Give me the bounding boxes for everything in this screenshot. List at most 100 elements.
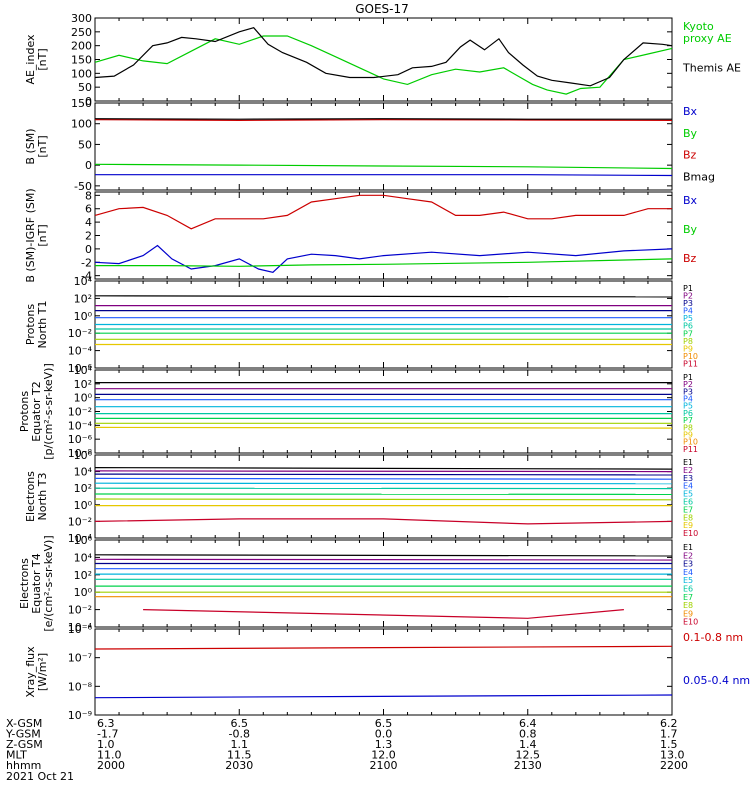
footer-row-label: Z-GSM xyxy=(6,738,43,751)
footer-value: 12.0 xyxy=(371,749,396,762)
y-tick-label: 0 xyxy=(85,95,92,108)
y-tick-label: 10⁻⁷ xyxy=(68,652,92,665)
series-line xyxy=(94,482,673,485)
y-tick-label: 10⁻⁴ xyxy=(68,621,93,634)
y-axis-label: Protons xyxy=(18,391,31,432)
y-tick-label: 10⁰ xyxy=(74,392,93,405)
y-tick-label: 200 xyxy=(71,40,92,53)
legend-label: E7 xyxy=(683,505,693,514)
legend-label: E8 xyxy=(683,601,693,610)
legend-label: E9 xyxy=(683,521,693,530)
footer-value: 13.0 xyxy=(660,749,685,762)
y-tick-label: 10⁴ xyxy=(74,551,93,564)
y-tick-label: 10⁰ xyxy=(74,499,93,512)
legend-label: P4 xyxy=(683,307,693,316)
y-tick-label: 150 xyxy=(71,54,92,67)
y-tick-label: 10⁻⁶ xyxy=(68,433,93,446)
series-line xyxy=(94,694,673,699)
series-line xyxy=(94,558,673,561)
legend-label: E2 xyxy=(683,551,693,560)
footer-value: 1.0 xyxy=(97,738,115,751)
series-line xyxy=(94,473,673,476)
y-tick-label: 50 xyxy=(78,81,92,94)
series-line xyxy=(94,467,673,470)
legend-label: Bx xyxy=(683,105,698,118)
y-tick-label: -2 xyxy=(81,256,92,269)
legend-label: E3 xyxy=(683,474,693,483)
y-tick-label: 250 xyxy=(71,26,92,39)
y-axis-label: Protons xyxy=(24,304,37,345)
footer-value: 1.7 xyxy=(660,728,678,741)
y-axis-label: AE_index xyxy=(24,34,37,85)
footer-value: -1.7 xyxy=(97,728,118,741)
y-tick-label: 10² xyxy=(74,378,92,391)
footer-value: 1.5 xyxy=(660,738,678,751)
legend-label: P5 xyxy=(683,402,693,411)
panel-4: 10⁴ 10² 10⁰ 10⁻² 10⁻⁴ 10⁻⁶ Protons North T1 P1P2… xyxy=(24,275,698,375)
legend-label: E3 xyxy=(683,560,693,569)
y-tick-label: 10⁻² xyxy=(68,604,92,617)
legend-label: P6 xyxy=(683,409,693,418)
y-tick-label: 10⁻⁴ xyxy=(68,345,93,358)
footer-row-label: MLT xyxy=(6,749,27,762)
legend-label: Bz xyxy=(683,149,697,162)
y-tick-label: 10⁰ xyxy=(74,586,93,599)
legend-label: Bx xyxy=(683,194,698,207)
y-tick-label: 10⁻² xyxy=(68,515,92,528)
y-tick-label: 10⁻⁹ xyxy=(68,709,92,722)
footer-value: 12.5 xyxy=(516,749,541,762)
footer-value: 0.8 xyxy=(519,728,537,741)
footer-value: 1.3 xyxy=(375,738,393,751)
y-tick-label: 0 xyxy=(85,243,92,256)
footer-value: 6.4 xyxy=(519,717,537,730)
y-tick-label: 2 xyxy=(85,230,92,243)
legend-label: Bz xyxy=(683,252,697,265)
series-line xyxy=(143,609,624,619)
footer-row-label: hhmm xyxy=(6,759,41,772)
legend-label: P5 xyxy=(683,314,693,323)
y-tick-label: 10⁻² xyxy=(68,327,92,340)
footer-value: 2030 xyxy=(225,759,253,772)
footer-value: 6.5 xyxy=(375,717,393,730)
legend-label: P6 xyxy=(683,322,693,331)
y-tick-label: 10⁶ xyxy=(74,449,93,462)
footer-value: -0.8 xyxy=(229,728,250,741)
y-tick-label: 300 xyxy=(71,12,92,25)
legend-label: P8 xyxy=(683,337,693,346)
y-tick-label: 10⁻⁸ xyxy=(68,447,93,460)
y-tick-label: 10⁴ xyxy=(74,466,93,479)
y-axis-label: B (SM)-IGRF (SM) xyxy=(24,188,37,282)
series-line xyxy=(94,194,672,230)
legend-label: 0.1-0.8 nm xyxy=(683,631,743,644)
legend-label: E1 xyxy=(683,458,693,467)
y-axis-label: Electrons xyxy=(18,558,31,609)
series-line xyxy=(95,174,673,177)
series-line xyxy=(94,244,673,273)
legend-label: E5 xyxy=(683,490,693,499)
panel-7: 10⁶ 10⁴ 10² 10⁰ 10⁻² 10⁻⁴ Electrons Equator T4[… xyxy=(18,534,698,634)
footer-row-label: X-GSM xyxy=(6,717,42,730)
series-line xyxy=(95,258,673,267)
legend-label: P10 xyxy=(683,438,698,447)
y-tick-label: -4 xyxy=(81,270,92,283)
y-tick-label: 150 xyxy=(71,97,92,110)
y-tick-label: 100 xyxy=(71,118,92,131)
y-tick-label: 10² xyxy=(74,569,92,582)
y-tick-label: 10⁴ xyxy=(74,364,93,377)
ephemeris-footer: X-GSM 6.3 6.5 6.5 6.4 6.2Y-GSM -1.7 -0.8 0.0 0.8 1… xyxy=(5,717,688,783)
legend-label: P2 xyxy=(683,380,693,389)
footer-value: 11.5 xyxy=(227,749,252,762)
legend-label: Kyoto xyxy=(683,20,714,33)
series-line xyxy=(94,27,673,87)
legend-label: P8 xyxy=(683,423,693,432)
y-axis-label: [nT] xyxy=(36,224,49,246)
legend-label: P9 xyxy=(683,344,693,353)
y-tick-label: 10² xyxy=(74,482,92,495)
series-line xyxy=(94,470,673,473)
chart-title: GOES-17 xyxy=(355,2,409,16)
legend-label: E6 xyxy=(683,498,693,507)
panel-frame xyxy=(94,102,673,191)
